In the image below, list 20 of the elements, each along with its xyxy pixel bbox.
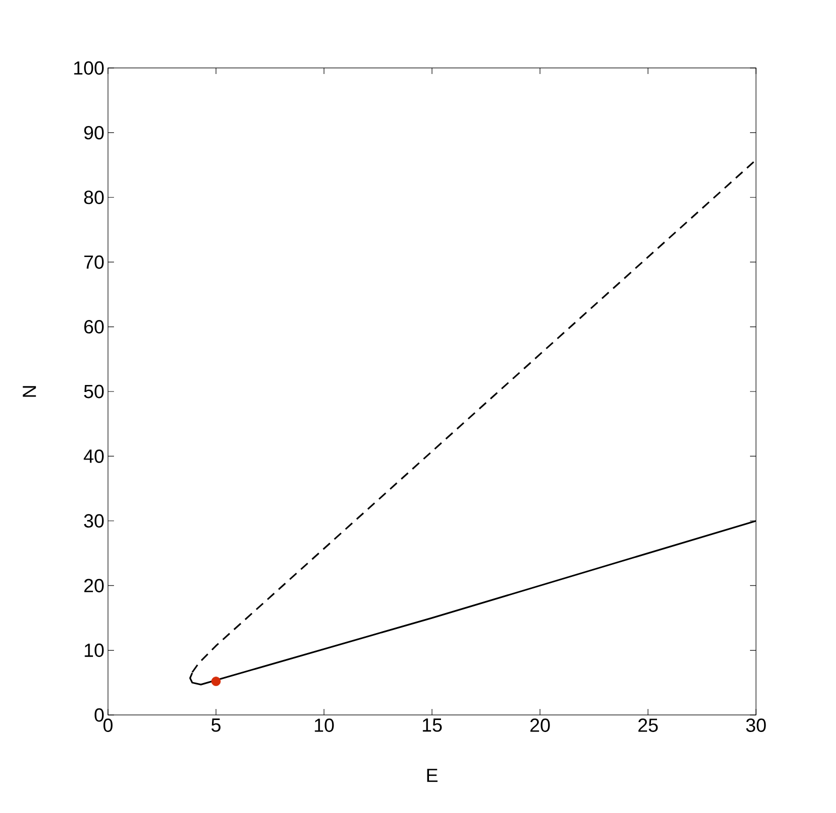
y-tick-label: 10 [84,644,104,658]
y-tick-label: 0 [94,708,104,722]
x-axis-title: E [427,768,438,782]
x-tick-label: 10 [314,718,334,732]
x-tick-label: 15 [422,718,442,732]
x-tick-label: 0 [103,718,113,732]
y-tick-label: 80 [84,190,104,204]
y-tick-label: 100 [74,61,104,75]
y-tick-label: 20 [84,578,104,592]
x-tick-label: 5 [211,718,220,732]
y-tick-label: 60 [84,320,104,334]
y-tick-label: 40 [84,449,104,463]
x-tick-label: 25 [638,718,658,732]
y-axis-title: N [22,386,36,397]
x-tick-label: 20 [530,718,550,732]
y-tick-label: 90 [84,126,104,140]
y-tick-label: 70 [84,255,104,269]
x-tick-label: 30 [746,718,766,732]
y-tick-label: 50 [84,384,104,398]
y-tick-label: 30 [84,514,104,528]
